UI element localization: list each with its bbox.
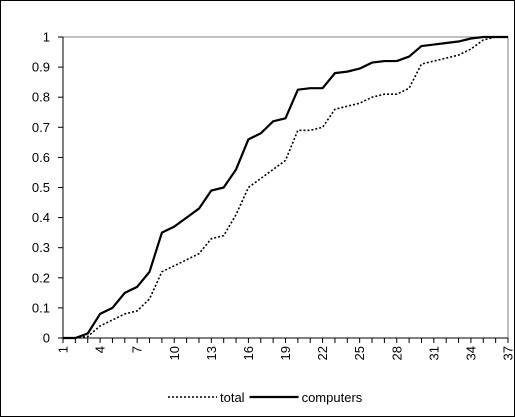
x-tick-label: 37	[501, 346, 515, 360]
x-tick-label: 22	[315, 346, 330, 360]
y-tick-label: 0	[43, 331, 50, 346]
y-tick-label: 0.1	[32, 300, 50, 315]
series-line-total	[63, 36, 508, 339]
y-tick-label: 0.8	[32, 90, 50, 105]
legend-label-computers: computers	[302, 390, 363, 405]
y-tick-label: 0.6	[32, 150, 50, 165]
legend: total computers	[168, 390, 363, 405]
plot-border	[62, 36, 509, 339]
y-tick-label: 0.4	[32, 210, 50, 225]
x-tick-label: 7	[130, 346, 145, 353]
y-tick-label: 0.7	[32, 120, 50, 135]
x-axis-ticks: 1 4 7 10 13 16 19 22 25 28 31 34 37	[56, 338, 515, 360]
x-tick-label: 34	[463, 346, 478, 360]
x-tick-label: 25	[352, 346, 367, 360]
y-tick-label: 0.5	[32, 180, 50, 195]
series-layer	[63, 35, 508, 340]
series-line-computers	[63, 35, 508, 340]
y-tick-label: 0.3	[32, 240, 50, 255]
y-axis-ticks: 0 0.1 0.2 0.3 0.4 0.5 0.6 0.7 0.8 0.9 1	[32, 30, 63, 346]
x-tick-label: 31	[426, 346, 441, 360]
y-tick-label: 1	[43, 30, 50, 45]
plot-area	[62, 36, 509, 339]
x-tick-label: 13	[204, 346, 219, 360]
x-tick-label: 19	[278, 346, 293, 360]
y-tick-label: 0.9	[32, 60, 50, 75]
legend-label-total: total	[220, 390, 245, 405]
x-tick-label: 1	[56, 346, 71, 353]
x-tick-label: 16	[241, 346, 256, 360]
x-tick-label: 28	[389, 346, 404, 360]
x-tick-label: 4	[93, 346, 108, 353]
x-tick-label: 10	[167, 346, 182, 360]
y-tick-label: 0.2	[32, 270, 50, 285]
